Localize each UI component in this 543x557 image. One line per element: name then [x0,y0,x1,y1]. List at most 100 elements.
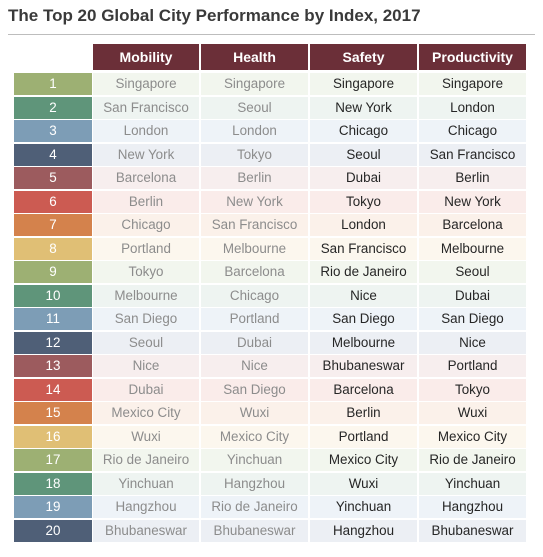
city-cell-safety: Chicago [310,120,417,142]
title-divider [8,34,535,35]
column-header-safety: Safety [310,44,417,70]
city-cell-health: Bhubaneswar [201,519,308,542]
city-cell-productivity: Seoul [419,261,526,283]
city-cell-health: Dubai [201,331,308,354]
column-header-mobility: Mobility [93,44,199,70]
rank-cell: 3 [14,120,92,142]
city-cell-mobility: Hangzhou [93,496,199,518]
city-cell-safety: San Diego [310,308,417,330]
rank-cell: 14 [14,378,92,401]
city-cell-health: Mexico City [201,425,308,448]
city-cell-safety: Nice [310,284,417,307]
city-cell-productivity: New York [419,190,526,213]
city-cell-productivity: Dubai [419,284,526,307]
rank-cell: 5 [14,167,92,189]
city-cell-health: Nice [201,355,308,377]
city-cell-productivity: San Francisco [419,143,526,166]
city-cell-health: Singapore [201,73,308,95]
city-cell-health: Seoul [201,96,308,119]
city-cell-mobility: Dubai [93,378,199,401]
rank-cell: 16 [14,425,92,448]
city-cell-safety: New York [310,96,417,119]
rank-cell: 15 [14,402,92,424]
column-header-health: Health [201,44,308,70]
city-cell-health: Portland [201,308,308,330]
city-cell-health: San Diego [201,378,308,401]
city-cell-safety: Wuxi [310,472,417,495]
city-cell-safety: Hangzhou [310,519,417,542]
city-cell-safety: Bhubaneswar [310,355,417,377]
city-cell-mobility: Rio de Janeiro [93,449,199,471]
rank-cell: 11 [14,308,92,330]
rank-cell: 17 [14,449,92,471]
rank-cell: 2 [14,96,92,119]
rank-cell: 19 [14,496,92,518]
rank-cell: 8 [14,237,92,260]
city-cell-safety: Mexico City [310,449,417,471]
city-cell-mobility: London [93,120,199,142]
city-cell-health: Rio de Janeiro [201,496,308,518]
city-cell-productivity: Barcelona [419,214,526,236]
chart-title: The Top 20 Global City Performance by In… [8,6,421,25]
rank-cell: 9 [14,261,92,283]
city-cell-mobility: Tokyo [93,261,199,283]
city-cell-mobility: San Diego [93,308,199,330]
city-cell-safety: London [310,214,417,236]
city-cell-health: London [201,120,308,142]
city-cell-productivity: Yinchuan [419,472,526,495]
city-cell-mobility: San Francisco [93,96,199,119]
city-cell-health: Yinchuan [201,449,308,471]
rank-cell: 6 [14,190,92,213]
city-cell-health: Hangzhou [201,472,308,495]
city-cell-productivity: Rio de Janeiro [419,449,526,471]
city-cell-mobility: Melbourne [93,284,199,307]
column-header-productivity: Productivity [419,44,526,70]
city-cell-mobility: Berlin [93,190,199,213]
city-cell-safety: Barcelona [310,378,417,401]
rank-cell: 12 [14,331,92,354]
city-cell-safety: Yinchuan [310,496,417,518]
city-cell-safety: Dubai [310,167,417,189]
city-cell-mobility: Wuxi [93,425,199,448]
city-cell-productivity: Tokyo [419,378,526,401]
city-cell-productivity: Hangzhou [419,496,526,518]
rank-cell: 20 [14,519,92,542]
city-cell-health: Chicago [201,284,308,307]
city-cell-health: San Francisco [201,214,308,236]
city-cell-mobility: New York [93,143,199,166]
city-cell-productivity: Chicago [419,120,526,142]
city-cell-health: New York [201,190,308,213]
city-cell-mobility: Bhubaneswar [93,519,199,542]
city-cell-mobility: Mexico City [93,402,199,424]
city-cell-productivity: Nice [419,331,526,354]
city-cell-safety: Berlin [310,402,417,424]
rank-cell: 1 [14,73,92,95]
city-cell-health: Wuxi [201,402,308,424]
rank-cell: 7 [14,214,92,236]
city-cell-mobility: Nice [93,355,199,377]
city-cell-health: Barcelona [201,261,308,283]
rank-cell: 4 [14,143,92,166]
city-cell-mobility: Seoul [93,331,199,354]
city-cell-productivity: Mexico City [419,425,526,448]
city-cell-mobility: Portland [93,237,199,260]
city-cell-productivity: Portland [419,355,526,377]
city-cell-safety: Rio de Janeiro [310,261,417,283]
city-cell-health: Tokyo [201,143,308,166]
city-cell-mobility: Barcelona [93,167,199,189]
city-cell-mobility: Chicago [93,214,199,236]
city-cell-productivity: San Diego [419,308,526,330]
city-cell-health: Melbourne [201,237,308,260]
city-cell-productivity: Wuxi [419,402,526,424]
city-cell-safety: Tokyo [310,190,417,213]
city-cell-health: Berlin [201,167,308,189]
city-cell-safety: Melbourne [310,331,417,354]
city-cell-productivity: Singapore [419,73,526,95]
city-cell-productivity: Melbourne [419,237,526,260]
city-cell-safety: Singapore [310,73,417,95]
city-cell-safety: Portland [310,425,417,448]
city-cell-safety: Seoul [310,143,417,166]
city-cell-mobility: Singapore [93,73,199,95]
city-cell-productivity: Bhubaneswar [419,519,526,542]
rank-cell: 10 [14,284,92,307]
